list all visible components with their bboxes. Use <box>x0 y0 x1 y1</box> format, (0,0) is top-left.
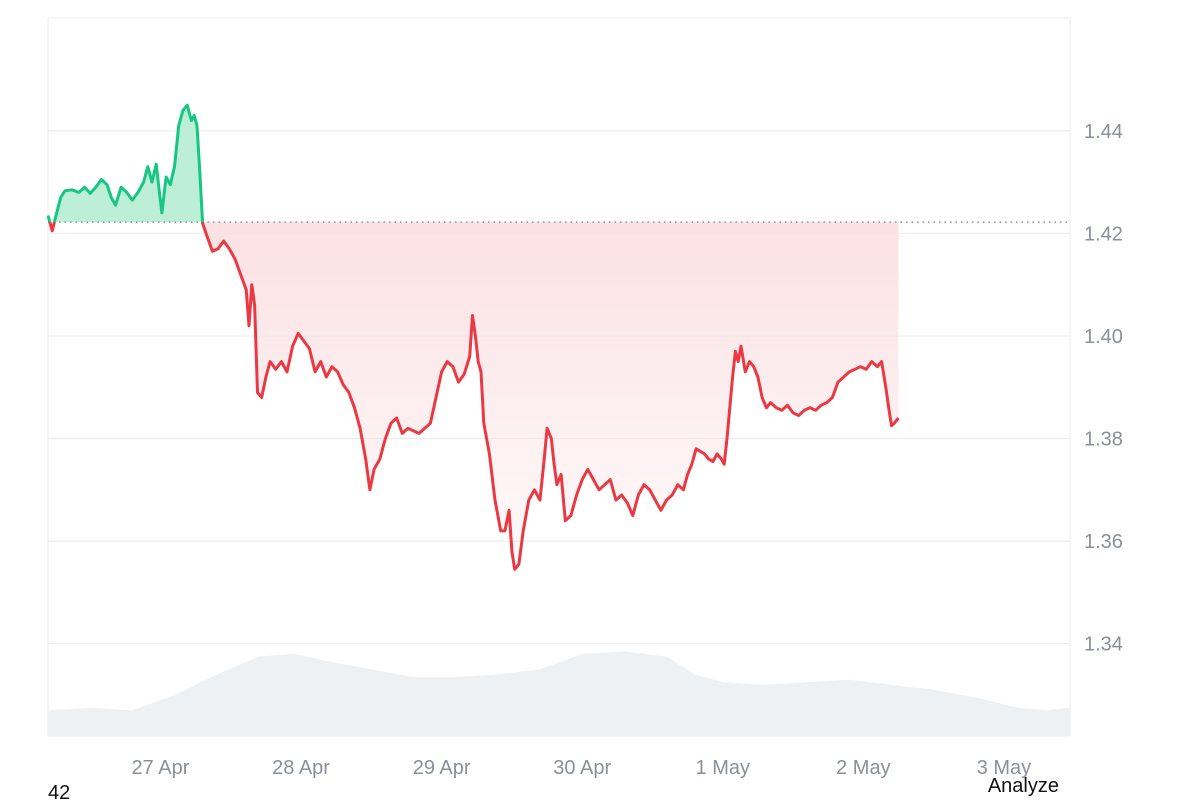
y-tick-label: 1.38 <box>1084 429 1123 451</box>
x-tick-label: 2 May <box>836 757 890 779</box>
area-below-baseline <box>49 222 899 570</box>
price-line-down <box>48 222 900 571</box>
y-tick-label: 1.34 <box>1084 634 1123 656</box>
y-axis-ticks: 1.34 1.36 1.38 1.40 1.42 1.44 <box>1084 121 1123 656</box>
area-above-baseline <box>48 105 899 223</box>
y-tick-label: 1.42 <box>1084 223 1123 245</box>
bottom-left-label: 42 <box>48 782 71 804</box>
x-tick-label: 30 Apr <box>553 757 611 779</box>
price-areas <box>48 105 899 570</box>
volume-area <box>48 651 1070 736</box>
price-line-up <box>46 103 205 223</box>
x-tick-label: 27 Apr <box>132 757 190 779</box>
y-tick-label: 1.44 <box>1084 121 1123 143</box>
price-lines <box>46 103 900 571</box>
x-tick-label: 1 May <box>696 757 750 779</box>
x-axis-ticks: 27 Apr 28 Apr 29 Apr 30 Apr 1 May 2 May 3 May <box>132 757 1032 779</box>
y-tick-label: 1.36 <box>1084 531 1123 553</box>
analyze-button[interactable]: Analyze <box>987 775 1059 797</box>
y-tick-label: 1.40 <box>1084 326 1123 348</box>
x-tick-label: 28 Apr <box>272 757 330 779</box>
x-tick-label: 3 May <box>977 757 1031 779</box>
x-tick-label: 29 Apr <box>413 757 471 779</box>
